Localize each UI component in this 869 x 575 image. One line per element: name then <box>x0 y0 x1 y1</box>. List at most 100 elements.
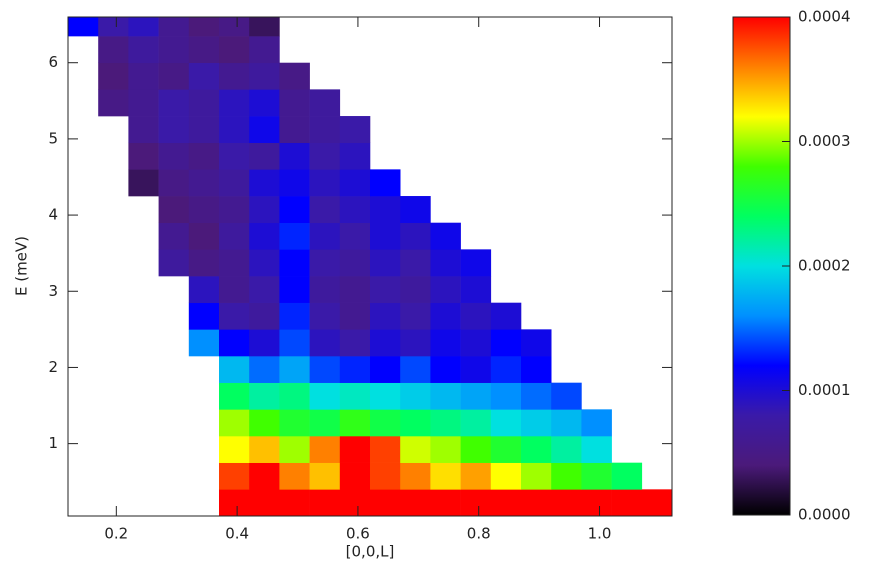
x-tick-label: 0.4 <box>225 525 249 543</box>
heatmap-cell <box>219 62 250 90</box>
heatmap-cell <box>460 356 492 383</box>
heatmap-cell <box>279 436 310 463</box>
heatmap-cell <box>219 329 250 357</box>
heatmap-cell <box>309 89 341 117</box>
heatmap-cell <box>339 462 371 490</box>
heatmap-cell <box>188 142 220 170</box>
heatmap-cell <box>188 222 220 250</box>
heatmap-cell <box>279 302 310 330</box>
heatmap-cell <box>128 17 159 37</box>
heatmap-cell <box>279 169 310 197</box>
heatmap-cell <box>188 249 220 277</box>
heatmap-cell <box>279 222 310 250</box>
y-tick-label: 5 <box>48 129 58 147</box>
heatmap-cell <box>249 489 280 517</box>
y-tick-label: 1 <box>48 434 58 452</box>
heatmap <box>68 17 673 517</box>
heatmap-cell <box>400 409 431 437</box>
heatmap-cell <box>309 409 341 437</box>
heatmap-cell <box>370 302 401 330</box>
heatmap-cell <box>430 382 461 410</box>
heatmap-cell <box>219 249 250 277</box>
heatmap-cell <box>551 489 582 517</box>
heatmap-cell <box>551 436 582 463</box>
heatmap-cell <box>158 62 190 90</box>
heatmap-cell <box>370 409 401 437</box>
heatmap-cell <box>219 489 250 517</box>
heatmap-cell <box>188 169 220 197</box>
heatmap-cell <box>490 489 522 517</box>
heatmap-cell <box>279 329 310 357</box>
heatmap-cell <box>460 276 492 303</box>
heatmap-cell <box>158 222 190 250</box>
heatmap-cell <box>309 302 341 330</box>
heatmap-cell <box>309 489 341 517</box>
heatmap-cell <box>370 222 401 250</box>
heatmap-cell <box>521 409 552 437</box>
heatmap-cell <box>188 302 220 330</box>
heatmap-cell <box>128 116 159 144</box>
x-tick-label: 0.2 <box>104 525 128 543</box>
heatmap-cell <box>219 409 250 437</box>
heatmap-cell <box>430 302 461 330</box>
heatmap-cell <box>400 222 431 250</box>
heatmap-cell <box>370 356 401 383</box>
colorbar-tick-label: 0.0002 <box>798 257 851 275</box>
heatmap-cell <box>249 329 280 357</box>
heatmap-cell <box>460 409 492 437</box>
heatmap-cell <box>370 196 401 223</box>
heatmap-cell <box>309 356 341 383</box>
heatmap-cell <box>249 36 280 64</box>
heatmap-cell <box>219 36 250 64</box>
heatmap-cell <box>370 276 401 303</box>
heatmap-cell <box>219 382 250 410</box>
heatmap-cell <box>460 489 492 517</box>
heatmap-cell <box>158 169 190 197</box>
heatmap-cell <box>339 409 371 437</box>
heatmap-cell <box>430 329 461 357</box>
heatmap-cell <box>249 462 280 490</box>
heatmap-cell <box>188 36 220 64</box>
heatmap-cell <box>400 356 431 383</box>
heatmap-cell <box>98 36 129 64</box>
heatmap-cell <box>158 17 190 37</box>
heatmap-cell <box>279 489 310 517</box>
heatmap-cell <box>400 489 431 517</box>
heatmap-cell <box>219 356 250 383</box>
heatmap-cell <box>490 382 522 410</box>
heatmap-cell <box>188 329 220 357</box>
x-tick-label: 1.0 <box>588 525 612 543</box>
heatmap-cell <box>98 89 129 117</box>
heatmap-cell <box>279 276 310 303</box>
heatmap-cell <box>490 329 522 357</box>
heatmap-cell <box>430 356 461 383</box>
heatmap-cell <box>279 356 310 383</box>
heatmap-cell <box>188 276 220 303</box>
heatmap-cell <box>309 276 341 303</box>
y-axis-label: E (meV) <box>13 236 31 296</box>
heatmap-cell <box>249 302 280 330</box>
heatmap-cell <box>641 489 673 517</box>
y-tick-label: 3 <box>48 282 58 300</box>
heatmap-cell <box>611 489 643 517</box>
x-tick-label: 0.8 <box>467 525 491 543</box>
heatmap-cell <box>370 169 401 197</box>
heatmap-cell <box>521 356 552 383</box>
heatmap-cell <box>219 169 250 197</box>
heatmap-cell <box>98 17 129 37</box>
heatmap-cell <box>219 89 250 117</box>
heatmap-cell <box>370 436 401 463</box>
heatmap-cell <box>309 462 341 490</box>
heatmap-cell <box>339 329 371 357</box>
heatmap-cell <box>370 249 401 277</box>
heatmap-cell <box>98 62 129 90</box>
colorbar-tick-label: 0.0000 <box>798 506 851 524</box>
heatmap-cell <box>128 169 159 197</box>
heatmap-cell <box>339 356 371 383</box>
heatmap-cell <box>158 142 190 170</box>
heatmap-cell <box>309 329 341 357</box>
heatmap-cell <box>249 276 280 303</box>
heatmap-cell <box>430 409 461 437</box>
heatmap-cell <box>158 89 190 117</box>
heatmap-cell <box>460 302 492 330</box>
